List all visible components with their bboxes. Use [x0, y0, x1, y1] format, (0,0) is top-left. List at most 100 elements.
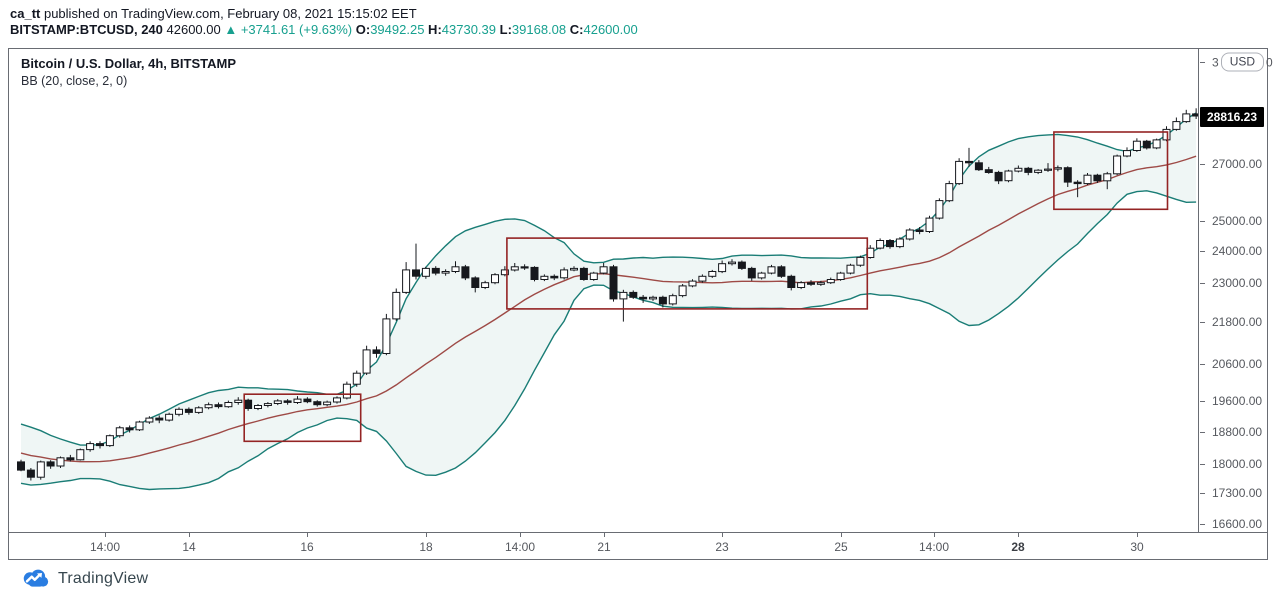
price-tick-label: 27000.00 — [1212, 157, 1263, 171]
candle-body — [787, 275, 796, 289]
candle-body — [224, 402, 233, 408]
brand-name: TradingView — [58, 569, 149, 587]
candle-body — [56, 457, 65, 467]
time-tick-mark — [307, 533, 308, 537]
time-tick-label: 30 — [1130, 540, 1144, 554]
candle-body — [925, 217, 934, 233]
candle-body — [323, 401, 332, 406]
candle-body — [915, 229, 924, 232]
candle-body — [313, 401, 322, 406]
candle-body — [1014, 167, 1023, 172]
candle-body — [382, 318, 391, 354]
price-tick-mark — [1200, 493, 1205, 494]
candle-body — [1123, 150, 1131, 157]
currency-toggle-button[interactable]: USD — [1220, 52, 1265, 72]
candle-body — [728, 261, 736, 265]
candle-body — [96, 443, 104, 447]
candle-body — [629, 291, 638, 298]
candle-body — [1152, 139, 1161, 149]
candle-body — [125, 427, 134, 431]
candle-body — [895, 238, 904, 248]
time-tick-label: 18 — [419, 540, 433, 554]
candle-body — [26, 469, 35, 478]
candle-body — [698, 275, 707, 282]
time-tick-mark — [426, 533, 427, 537]
price-tick-label: 17300.00 — [1212, 486, 1263, 500]
time-tick-label: 23 — [715, 540, 729, 554]
highlight-box — [1053, 131, 1169, 211]
candle-body — [708, 271, 717, 277]
price-tick-mark — [1200, 322, 1205, 323]
candle-body — [965, 160, 973, 164]
candle-body — [886, 240, 894, 248]
candle-body — [797, 282, 806, 288]
candle-body — [1113, 155, 1122, 175]
chart-frame: Bitcoin / U.S. Dollar, 4h, BITSTAMP BB (… — [8, 48, 1273, 560]
time-tick-label: 25 — [834, 540, 848, 554]
candle-body — [303, 398, 312, 403]
header-text-segment: H: — [424, 22, 442, 37]
price-tick-label: 19600.00 — [1212, 394, 1263, 408]
candle-body — [609, 266, 618, 300]
candle-body — [757, 272, 766, 279]
candle-body — [530, 266, 539, 280]
price-tick-label: 23000.00 — [1212, 276, 1263, 290]
candle-body — [520, 266, 529, 269]
candle-body — [974, 162, 983, 171]
price-tick-mark — [1200, 283, 1205, 284]
time-tick-label: 14:00 — [504, 540, 536, 554]
time-axis[interactable]: 14:00 14 16 18 14:00 21 23 25 14:00 28 30 — [9, 533, 1267, 559]
price-tick-label: 25000.00 — [1212, 214, 1263, 228]
candle-body — [955, 160, 964, 185]
candle-body — [905, 229, 914, 240]
candle-body — [1192, 113, 1198, 117]
price-tick-label: 24000.00 — [1212, 244, 1263, 258]
candle-body — [421, 267, 430, 277]
chart-plot-area[interactable]: Bitcoin / U.S. Dollar, 4h, BITSTAMP BB (… — [9, 49, 1199, 533]
candle-body — [372, 349, 381, 354]
candle-body — [560, 269, 569, 279]
time-tick-mark — [189, 533, 190, 537]
candle-body — [451, 266, 460, 273]
candle-body — [550, 275, 559, 279]
candle-body — [1004, 170, 1013, 182]
candle-body — [649, 296, 657, 300]
candle-body — [283, 400, 292, 403]
highlight-box — [243, 393, 362, 443]
candle-body — [1142, 140, 1151, 149]
time-tick-label: 21 — [597, 540, 611, 554]
candle-body — [688, 280, 697, 287]
price-tick-mark — [1200, 364, 1205, 365]
candle-body — [856, 256, 865, 266]
bb-basis-line — [20, 155, 1197, 463]
candle-body — [500, 269, 509, 276]
header-text-segment: published on TradingView.com, February 0… — [40, 6, 417, 21]
time-tick-mark — [1018, 533, 1019, 537]
candle-body — [816, 282, 825, 285]
candle-body — [36, 461, 45, 478]
price-tick-mark — [1200, 432, 1205, 433]
price-tick-mark — [1200, 401, 1205, 402]
time-tick-label: 14:00 — [918, 540, 950, 554]
candle-body — [333, 397, 341, 403]
tradingview-logo-link[interactable]: TradingView — [20, 566, 148, 591]
candle-body — [194, 407, 203, 413]
tradingview-cloud-icon — [23, 569, 49, 587]
candle-body — [994, 171, 1003, 182]
price-tick-mark — [1200, 464, 1205, 465]
header-text-segment: BITSTAMP:BTCUSD, 240 — [10, 22, 163, 37]
candle-body — [342, 383, 351, 399]
candle-body — [619, 291, 628, 300]
candle-body — [678, 285, 687, 297]
price-tick-mark — [1200, 164, 1205, 165]
candle-body — [175, 408, 183, 415]
symbol-quote-line: BITSTAMP:BTCUSD, 240 42600.00 ▲ +3741.61… — [10, 22, 638, 37]
candle-body — [86, 443, 95, 451]
candle-body — [1034, 169, 1043, 173]
candle-body — [204, 404, 213, 409]
price-tick-partial: 3 USD 0 — [1212, 52, 1273, 72]
time-tick-mark — [841, 533, 842, 537]
price-tick-prefix: 3 — [1212, 55, 1219, 69]
price-axis[interactable]: 3 USD 0 28816.23 27000.00 25000.00 24000.0… — [1199, 49, 1273, 533]
highlight-box — [506, 237, 869, 310]
